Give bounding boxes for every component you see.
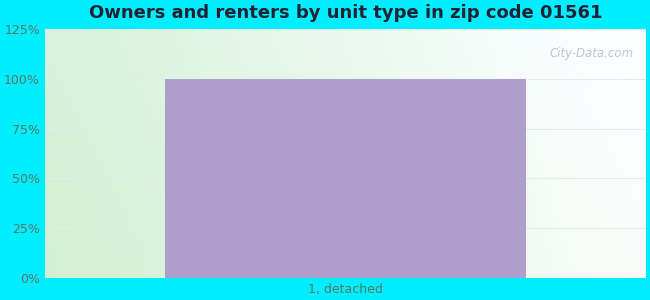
Text: City-Data.com: City-Data.com [550,47,634,60]
Bar [165,79,526,278]
Title: Owners and renters by unit type in zip code 01561: Owners and renters by unit type in zip c… [88,4,602,22]
